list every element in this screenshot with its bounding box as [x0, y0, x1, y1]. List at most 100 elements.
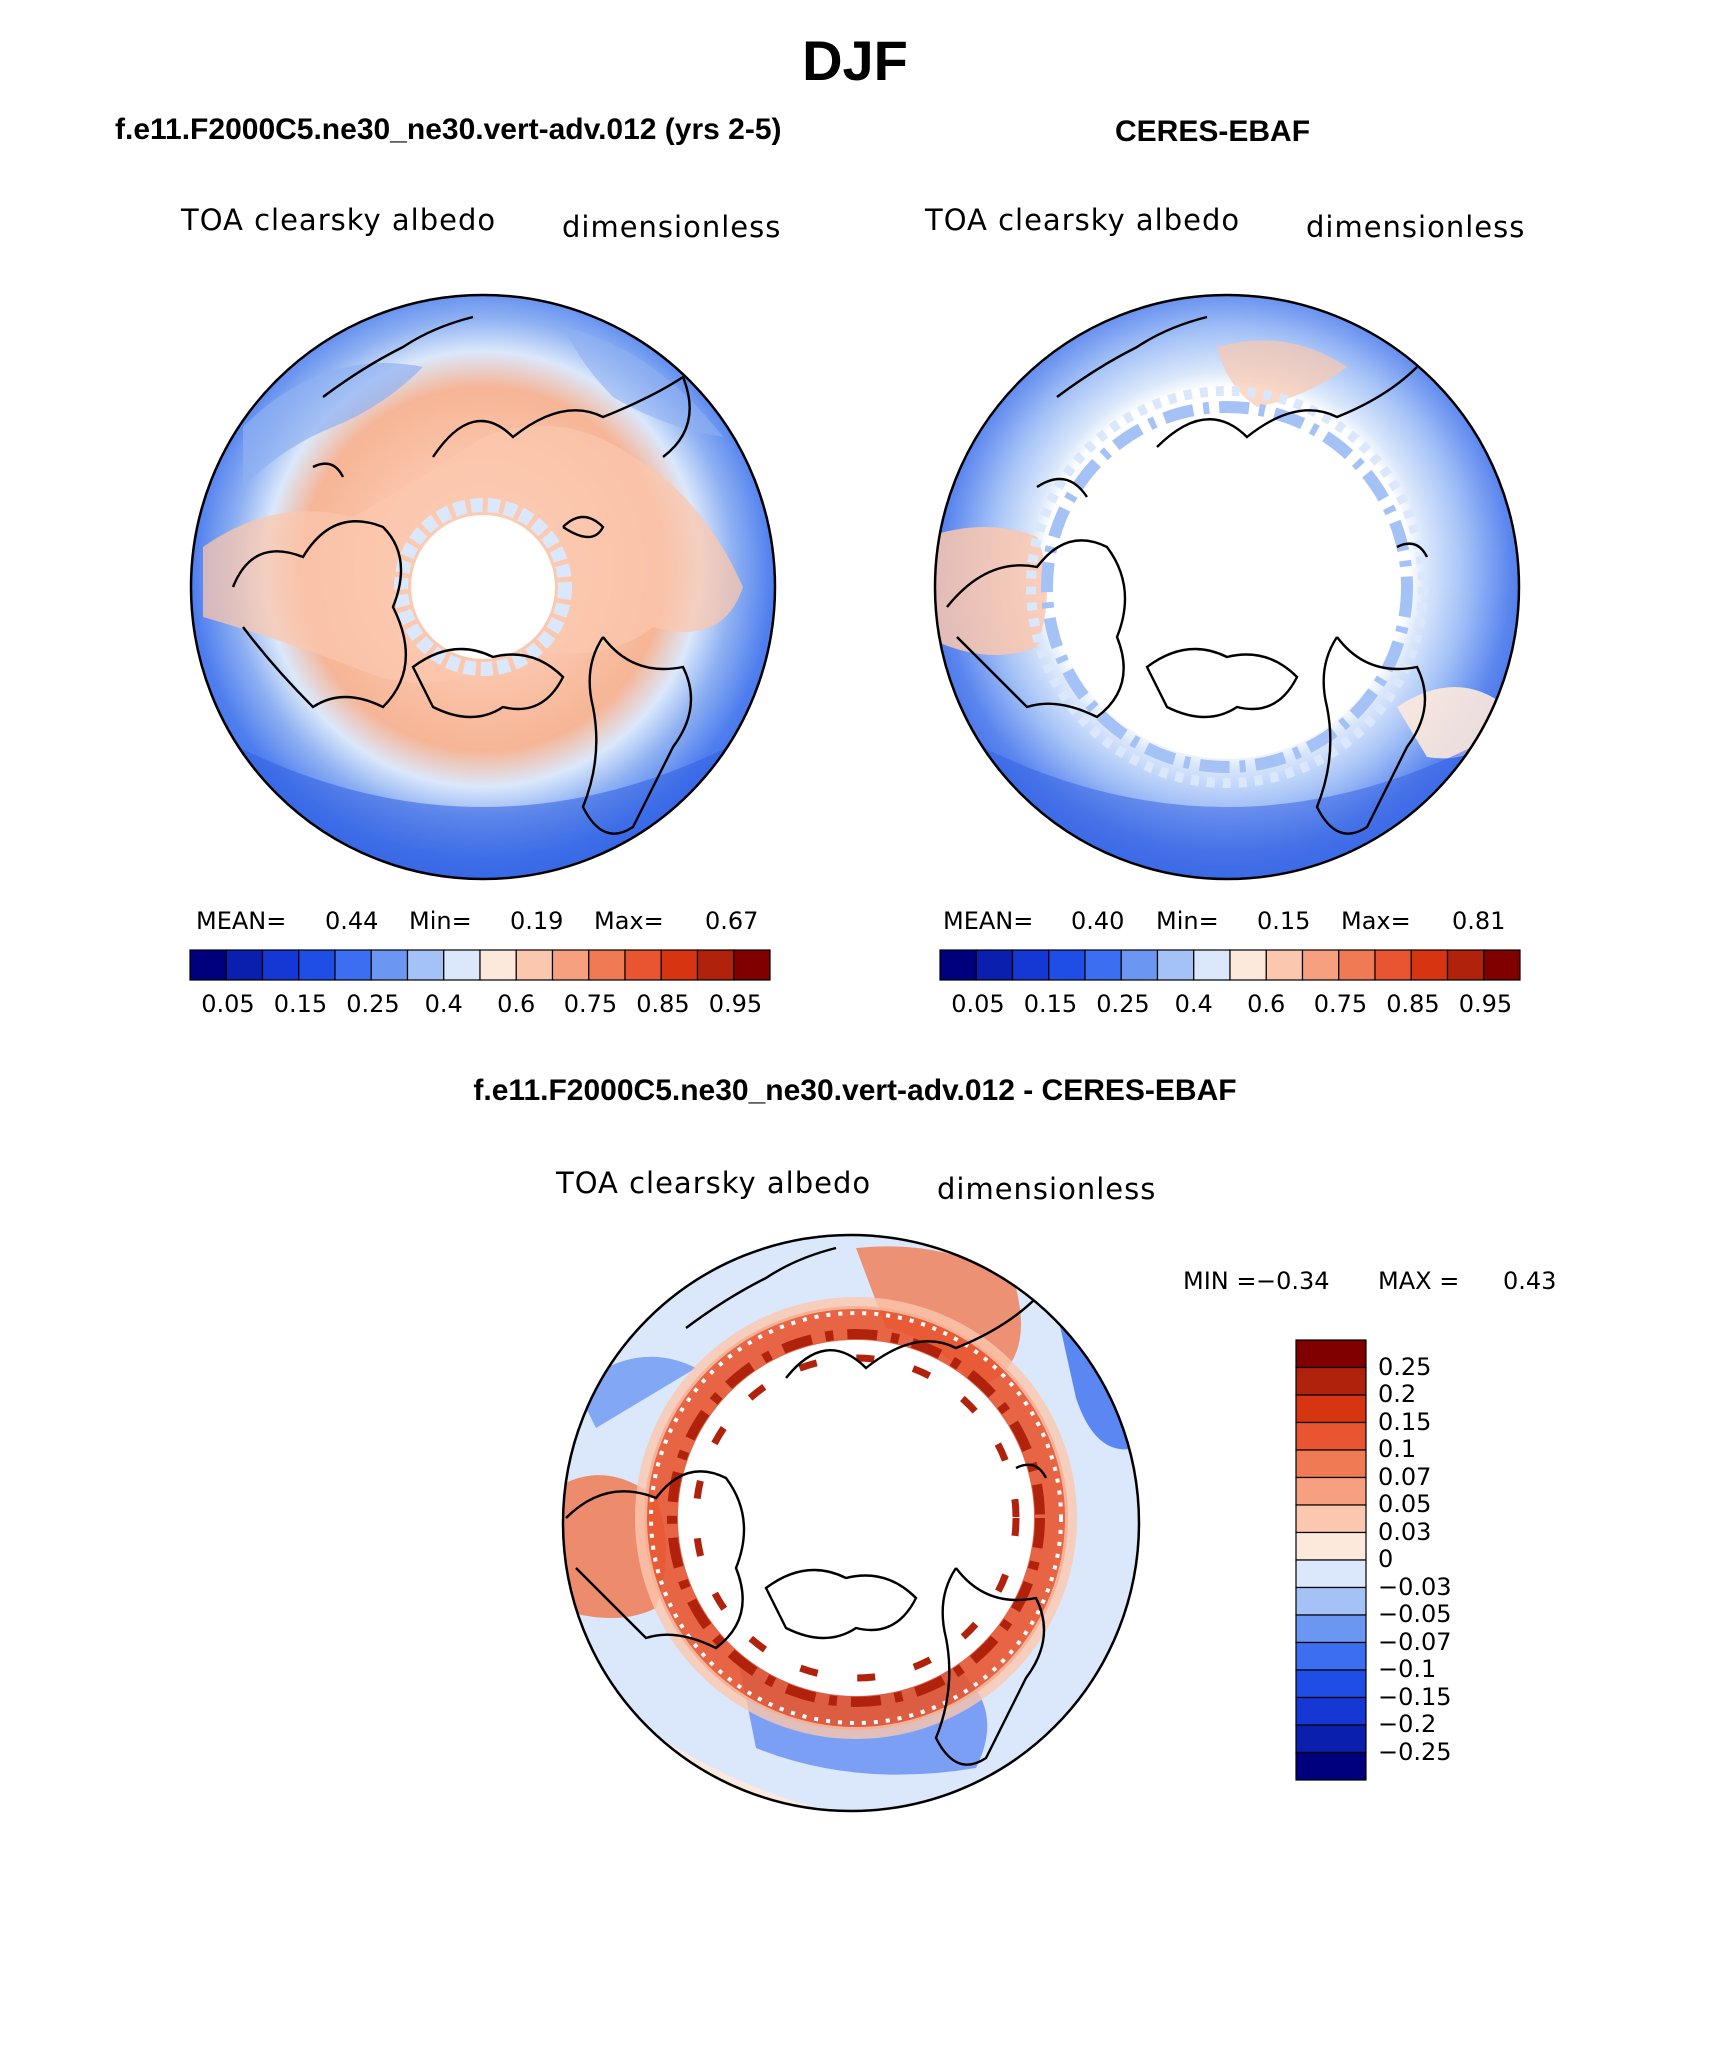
- diff-colorbar-tick-label: −0.03: [1378, 1572, 1452, 1601]
- diff-colorbar-box: [1295, 1724, 1367, 1754]
- model-colorbar-tick-label: 0.4: [424, 990, 463, 1018]
- obs-colorbar-box: [1301, 949, 1340, 981]
- obs-colorbar-tick-label: 0.15: [1023, 990, 1078, 1018]
- diff-min-value: −0.34: [1256, 1267, 1330, 1295]
- diff-colorbar-box: [1295, 1394, 1367, 1424]
- model-colorbar-box: [733, 949, 771, 981]
- diff-colorbar-box: [1295, 1339, 1367, 1369]
- model-colorbar-tick-label: 0.05: [201, 990, 255, 1018]
- diff-colorbar-box: [1295, 1696, 1367, 1726]
- model-colorbar-box: [189, 949, 227, 981]
- diff-colorbar-tick-label: −0.25: [1378, 1737, 1452, 1766]
- diff-colorbar-tick-label: −0.2: [1378, 1710, 1437, 1738]
- diff-colorbar-tick-label: 0: [1378, 1545, 1394, 1573]
- obs-colorbar-box: [1011, 949, 1050, 981]
- diff-colorbar: [1295, 1339, 1367, 1781]
- model-colorbar-box: [588, 949, 626, 981]
- diff-colorbar-box: [1295, 1421, 1367, 1451]
- diff-colorbar-box: [1295, 1476, 1367, 1506]
- diff-colorbar-box: [1295, 1559, 1367, 1589]
- obs-variable-label: TOA clearsky albedo: [925, 203, 1241, 237]
- model-mean-label: MEAN=: [196, 907, 287, 935]
- obs-colorbar-box: [975, 949, 1014, 981]
- model-colorbar-tick-label: 0.75: [563, 990, 618, 1018]
- model-colorbar-box: [370, 949, 409, 981]
- diff-case-title: f.e11.F2000C5.ne30_ne30.vert-adv.012 - C…: [473, 1074, 1237, 1107]
- diff-colorbar-tick-label: 0.03: [1378, 1517, 1432, 1546]
- diff-polar-map: [561, 1233, 1141, 1813]
- model-colorbar-box: [479, 949, 517, 981]
- model-colorbar: [189, 949, 771, 981]
- model-variable-label: TOA clearsky albedo: [181, 203, 497, 237]
- model-mean-value: 0.44: [325, 907, 379, 935]
- diff-colorbar-tick-label: 0.15: [1378, 1407, 1432, 1436]
- model-colorbar-tick-label: 0.85: [636, 990, 690, 1018]
- diff-colorbar-tick-label: 0.07: [1378, 1462, 1432, 1491]
- diff-colorbar-tick-label: −0.15: [1378, 1682, 1452, 1711]
- obs-colorbar: [939, 949, 1521, 981]
- diff-colorbar-box: [1295, 1669, 1367, 1699]
- diff-colorbar-tick-label: 0.1: [1378, 1435, 1417, 1463]
- model-colorbar-tick-label: 0.95: [708, 990, 763, 1018]
- obs-min-value: 0.15: [1257, 907, 1311, 935]
- obs-colorbar-tick-label: 0.05: [951, 990, 1005, 1018]
- diff-variable-label: TOA clearsky albedo: [556, 1166, 872, 1200]
- model-colorbar-box: [551, 949, 590, 981]
- model-colorbar-box: [225, 949, 264, 981]
- model-units-label: dimensionless: [562, 210, 782, 244]
- obs-colorbar-box: [939, 949, 977, 981]
- figure-title: DJF: [802, 29, 908, 92]
- diff-colorbar-box: [1295, 1531, 1367, 1561]
- obs-mean-label: MEAN=: [943, 907, 1034, 935]
- model-colorbar-box: [261, 949, 300, 981]
- model-min-value: 0.19: [510, 907, 564, 935]
- obs-colorbar-box: [1265, 949, 1304, 981]
- model-colorbar-box: [298, 949, 336, 981]
- diff-colorbar-box: [1295, 1586, 1367, 1616]
- model-colorbar-tick-label: 0.6: [497, 990, 536, 1018]
- diff-colorbar-box: [1295, 1366, 1367, 1396]
- obs-units-label: dimensionless: [1306, 210, 1526, 244]
- obs-case-title: CERES-EBAF: [1115, 115, 1311, 148]
- diff-colorbar-tick-label: −0.05: [1378, 1600, 1452, 1628]
- obs-max-label: Max=: [1341, 907, 1411, 935]
- obs-colorbar-box: [1084, 949, 1122, 981]
- model-colorbar-box: [515, 949, 554, 981]
- model-case-title: f.e11.F2000C5.ne30_ne30.vert-adv.012 (yr…: [115, 113, 782, 146]
- obs-colorbar-tick-label: 0.75: [1313, 990, 1368, 1018]
- obs-colorbar-box: [1120, 949, 1159, 981]
- diff-colorbar-box: [1295, 1641, 1367, 1671]
- obs-colorbar-box: [1229, 949, 1267, 981]
- diff-colorbar-box: [1295, 1751, 1367, 1781]
- obs-colorbar-tick-label: 0.6: [1247, 990, 1286, 1018]
- model-max-label: Max=: [594, 907, 664, 935]
- model-colorbar-box: [696, 949, 735, 981]
- obs-colorbar-box: [1193, 949, 1231, 981]
- diff-colorbar-tick-label: 0.25: [1378, 1352, 1432, 1381]
- obs-colorbar-tick-label: 0.25: [1096, 990, 1150, 1018]
- model-max-value: 0.67: [705, 907, 759, 935]
- obs-colorbar-box: [1048, 949, 1086, 981]
- diff-units-label: dimensionless: [937, 1172, 1157, 1206]
- obs-colorbar-box: [1446, 949, 1485, 981]
- obs-colorbar-tick-label: 0.85: [1386, 990, 1440, 1018]
- diff-max-value: 0.43: [1503, 1267, 1557, 1295]
- diff-colorbar-box: [1295, 1449, 1367, 1479]
- obs-colorbar-box: [1374, 949, 1412, 981]
- obs-colorbar-box: [1483, 949, 1521, 981]
- diff-min-label: MIN =: [1183, 1267, 1257, 1295]
- obs-colorbar-tick-label: 0.4: [1174, 990, 1213, 1018]
- model-colorbar-box: [660, 949, 699, 981]
- model-colorbar-tick-label: 0.25: [346, 990, 400, 1018]
- model-polar-map: [189, 293, 777, 881]
- diff-colorbar-tick-label: 0.2: [1378, 1380, 1417, 1408]
- obs-colorbar-box: [1156, 949, 1195, 981]
- obs-colorbar-box: [1410, 949, 1449, 981]
- model-min-label: Min=: [409, 907, 472, 935]
- diff-colorbar-tick-label: 0.05: [1378, 1490, 1432, 1518]
- obs-max-value: 0.81: [1452, 907, 1506, 935]
- obs-colorbar-tick-label: 0.95: [1458, 990, 1513, 1018]
- diff-colorbar-tick-label: −0.07: [1378, 1627, 1452, 1656]
- diff-colorbar-box: [1295, 1504, 1367, 1534]
- obs-colorbar-box: [1338, 949, 1376, 981]
